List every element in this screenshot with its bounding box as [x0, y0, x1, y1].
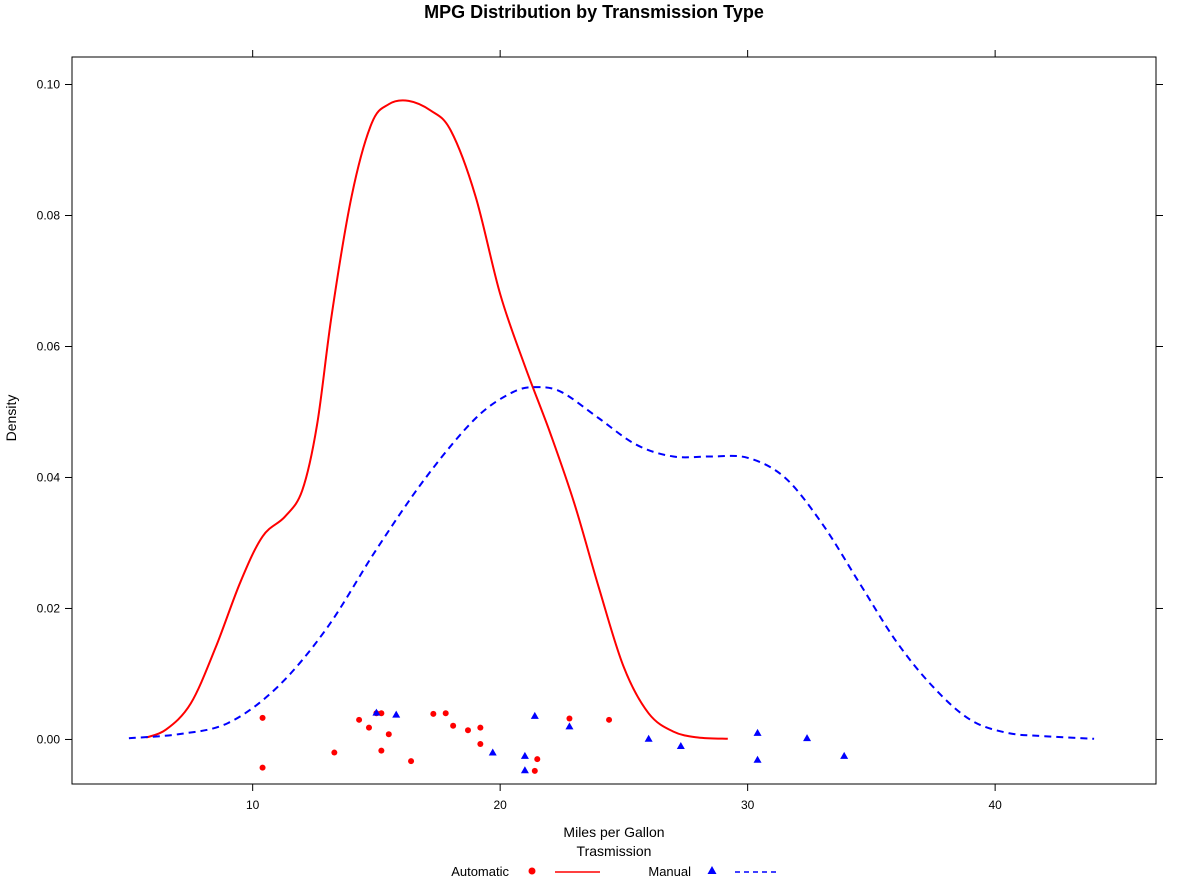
point-manual — [565, 722, 574, 730]
y-axis-label: Density — [3, 395, 19, 442]
point-automatic — [606, 716, 613, 723]
legend-label-manual: Manual — [648, 864, 691, 879]
legend: Trasmission Automatic Manual — [451, 843, 780, 879]
y-tick-label: 0.10 — [37, 78, 61, 92]
point-automatic — [477, 724, 484, 731]
legend-marker-automatic — [528, 867, 536, 875]
chart-title: MPG Distribution by Transmission Type — [424, 2, 764, 22]
point-automatic — [534, 756, 541, 763]
point-automatic — [430, 710, 437, 717]
legend-title: Trasmission — [577, 843, 652, 859]
x-axis: 10 20 30 40 — [246, 50, 1002, 812]
point-automatic — [566, 715, 573, 722]
x-axis-label: Miles per Gallon — [563, 824, 664, 840]
legend-marker-manual — [707, 866, 717, 874]
point-automatic — [531, 767, 538, 774]
density-curves — [128, 99, 1095, 740]
point-manual — [753, 755, 762, 763]
y-axis: 0.00 0.02 0.04 0.06 0.08 0.10 — [37, 78, 1163, 746]
y-tick-label: 0.08 — [37, 208, 61, 222]
point-automatic — [385, 731, 392, 738]
point-manual — [392, 710, 401, 718]
x-tick-label: 40 — [988, 798, 1002, 812]
point-automatic — [259, 764, 266, 771]
y-tick-label: 0.06 — [37, 339, 61, 353]
point-manual — [372, 708, 381, 716]
point-automatic — [464, 727, 471, 734]
point-manual — [803, 734, 812, 742]
density-line-automatic — [145, 99, 728, 740]
point-manual — [520, 766, 529, 774]
point-automatic — [408, 758, 415, 765]
point-automatic — [356, 716, 363, 723]
point-automatic — [477, 741, 484, 748]
point-manual — [488, 748, 497, 756]
point-automatic — [378, 747, 385, 754]
plot-frame — [71, 56, 1157, 785]
point-manual — [676, 742, 685, 750]
point-automatic — [450, 722, 457, 729]
y-tick-label: 0.00 — [37, 732, 61, 746]
y-tick-label: 0.02 — [37, 601, 61, 615]
plot-border — [71, 56, 1157, 785]
density-line-manual — [128, 386, 1095, 740]
point-automatic — [365, 724, 372, 731]
legend-label-automatic: Automatic — [451, 864, 509, 879]
point-manual — [840, 751, 849, 759]
rug-points — [259, 708, 849, 774]
x-tick-label: 30 — [741, 798, 755, 812]
point-manual — [520, 751, 529, 759]
point-manual — [644, 734, 653, 742]
point-manual — [530, 711, 539, 719]
point-automatic — [442, 710, 449, 717]
y-tick-label: 0.04 — [37, 470, 61, 484]
point-automatic — [259, 714, 266, 721]
x-tick-label: 20 — [493, 798, 507, 812]
x-tick-label: 10 — [246, 798, 260, 812]
point-manual — [753, 728, 762, 736]
point-automatic — [331, 749, 338, 756]
